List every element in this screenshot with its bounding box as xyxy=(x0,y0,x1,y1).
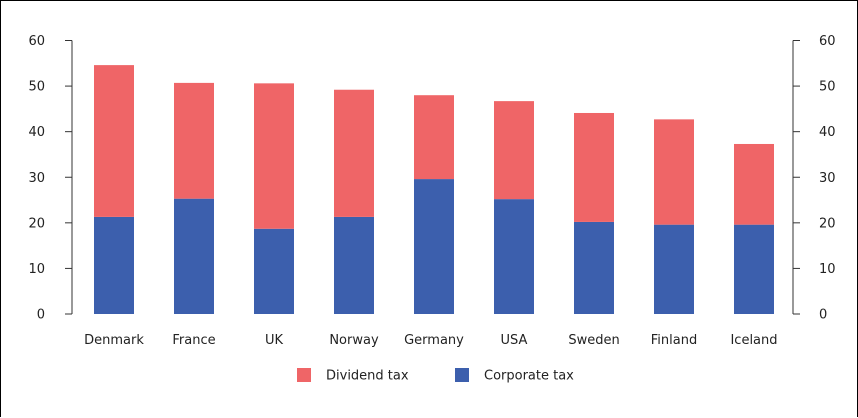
bar-dividend-tax-france xyxy=(174,82,214,199)
bar-corporate-tax-france xyxy=(174,198,214,314)
category-label: Sweden xyxy=(568,333,619,348)
category-label: UK xyxy=(265,333,284,348)
bar-dividend-tax-finland xyxy=(654,119,694,225)
category-label: Finland xyxy=(651,333,697,348)
bar-dividend-tax-uk xyxy=(254,83,294,229)
category-label: France xyxy=(172,333,215,348)
right-tick-label: 60 xyxy=(819,34,836,49)
right-tick-label: 40 xyxy=(819,125,836,140)
legend-swatch-dividend-tax xyxy=(297,368,311,382)
right-tick-label: 0 xyxy=(819,308,827,323)
right-tick-label: 20 xyxy=(819,216,836,231)
category-labels: Denmark France UK Norway Germany USA Sweden Fin… xyxy=(84,333,777,348)
left-tick-label: 10 xyxy=(28,262,45,277)
right-y-axis: 0 10 20 30 40 50 60 xyxy=(792,34,836,323)
bar-corporate-tax-sweden xyxy=(574,221,614,314)
category-label: Denmark xyxy=(84,333,144,348)
right-tick-label: 50 xyxy=(819,80,836,95)
bar-dividend-tax-norway xyxy=(334,89,374,217)
left-tick-label: 50 xyxy=(28,80,45,95)
bar-corporate-tax-denmark xyxy=(94,216,134,314)
left-tick-label: 0 xyxy=(37,308,45,323)
bar-dividend-tax-sweden xyxy=(574,112,614,222)
legend-label-dividend-tax: Dividend tax xyxy=(326,369,409,384)
bars-group xyxy=(94,65,774,314)
left-tick-label: 30 xyxy=(28,171,45,186)
bar-dividend-tax-usa xyxy=(494,101,534,200)
legend-swatch-corporate-tax xyxy=(455,368,469,382)
left-tick-label: 40 xyxy=(28,125,45,140)
left-y-axis: 0 10 20 30 40 50 60 xyxy=(28,34,73,323)
bar-dividend-tax-germany xyxy=(414,95,454,180)
legend: Dividend tax Corporate tax xyxy=(297,368,574,384)
category-label: USA xyxy=(501,333,528,348)
left-tick-label: 20 xyxy=(28,216,45,231)
category-label: Iceland xyxy=(730,333,777,348)
bar-corporate-tax-finland xyxy=(654,224,694,314)
bar-dividend-tax-denmark xyxy=(94,65,134,217)
right-tick-label: 30 xyxy=(819,171,836,186)
category-label: Germany xyxy=(404,333,464,348)
bar-corporate-tax-usa xyxy=(494,199,534,314)
bar-dividend-tax-iceland xyxy=(734,143,774,225)
bar-corporate-tax-uk xyxy=(254,228,294,314)
right-tick-label: 10 xyxy=(819,262,836,277)
left-tick-label: 60 xyxy=(28,34,45,49)
bar-corporate-tax-iceland xyxy=(734,224,774,314)
bar-corporate-tax-germany xyxy=(414,179,454,314)
category-label: Norway xyxy=(329,333,379,348)
legend-label-corporate-tax: Corporate tax xyxy=(484,369,574,384)
bar-corporate-tax-norway xyxy=(334,216,374,314)
